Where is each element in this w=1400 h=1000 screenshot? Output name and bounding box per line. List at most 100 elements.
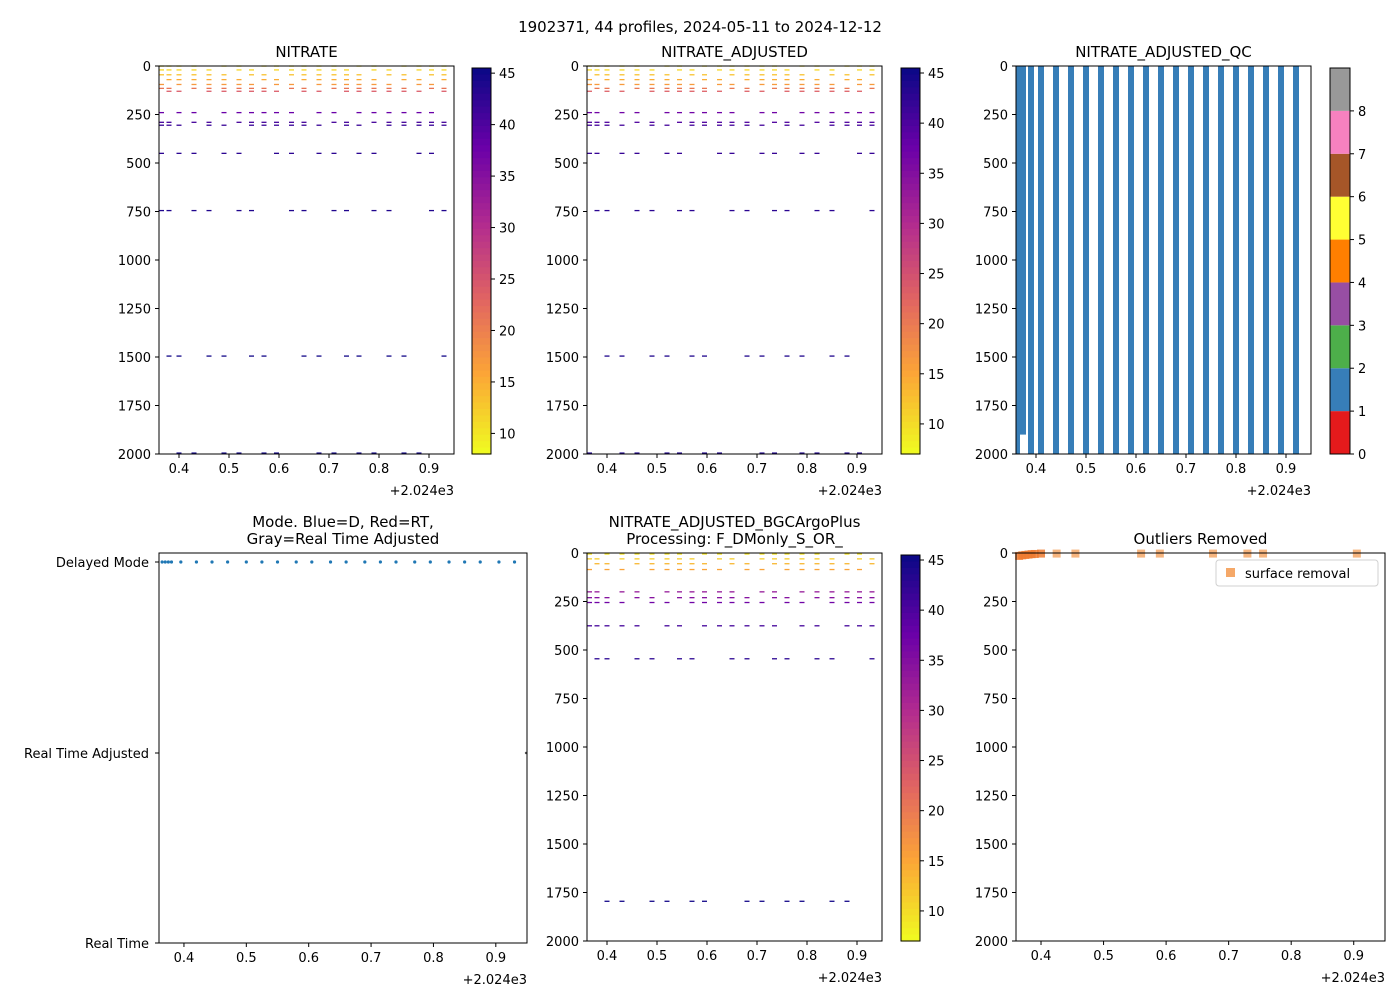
profile-mark <box>844 601 850 604</box>
profile-mark <box>729 601 735 604</box>
colorbar-tick-label: 25 <box>928 755 945 770</box>
profile-mark <box>274 90 279 92</box>
profile-mark <box>664 625 670 627</box>
profile-mark <box>604 601 610 604</box>
y-tick-label: 0 <box>1000 547 1008 562</box>
axes-frame <box>1015 552 1386 942</box>
profile-mark <box>649 124 655 126</box>
profile-mark <box>744 563 750 565</box>
y-tick-label: 1500 <box>546 838 579 853</box>
y-tick-label: 750 <box>554 206 579 221</box>
profile-mark <box>634 625 640 627</box>
colorbar-segment <box>472 145 491 153</box>
profile-mark <box>356 452 362 454</box>
profile-mark <box>274 452 279 454</box>
profile-mark <box>594 601 600 604</box>
profile-mark <box>386 90 392 92</box>
qc-bar <box>1233 66 1239 454</box>
profile-mark <box>829 355 835 357</box>
colorbar-segment <box>901 119 920 127</box>
colorbar-segment <box>901 902 920 910</box>
profile-mark <box>236 78 242 81</box>
profile-mark <box>829 558 835 560</box>
colorbar-tick-label: 20 <box>499 324 516 339</box>
colorbar-segment <box>472 396 491 404</box>
profile-mark <box>236 69 242 71</box>
profile-mark <box>772 591 777 593</box>
colorbar-segment <box>472 376 491 384</box>
colorbar-segment <box>901 793 920 801</box>
colorbar-tick-label: 25 <box>499 273 516 288</box>
profile-mark <box>702 355 707 357</box>
profile-mark <box>249 124 254 126</box>
x-tick-label: 0.8 <box>423 951 444 966</box>
profile-mark <box>604 69 610 71</box>
delayed-mode-point <box>160 560 164 564</box>
profile-mark <box>729 152 735 154</box>
colorbar-segment <box>901 722 920 730</box>
colorbar-segment <box>901 818 920 826</box>
profile-mark <box>664 900 670 902</box>
profile-mark <box>857 558 862 560</box>
profile-mark <box>702 591 707 593</box>
profile-mark <box>331 87 337 90</box>
colorbar-segment <box>901 741 920 749</box>
profile-mark <box>634 209 640 212</box>
colorbar-segment <box>901 625 920 633</box>
profile-mark <box>689 121 695 123</box>
colorbar-segment <box>472 138 491 146</box>
profile-mark <box>772 69 777 71</box>
profile-mark <box>344 124 349 126</box>
colorbar-segment <box>901 93 920 101</box>
profile-mark <box>594 625 600 627</box>
colorbar-segment <box>901 805 920 813</box>
profile-mark <box>289 152 294 154</box>
profile-mark <box>717 83 722 86</box>
colorbar-segment <box>901 870 920 878</box>
colorbar-segment <box>901 318 920 326</box>
profile-mark <box>664 152 670 154</box>
profile-mark <box>717 597 722 599</box>
x-tick-label: 0.8 <box>1281 949 1302 964</box>
profile-mark <box>356 74 362 76</box>
profile-mark <box>869 121 875 123</box>
colorbar-tick-label: 45 <box>928 67 945 82</box>
profile-mark <box>274 124 279 126</box>
y-tick-label: 250 <box>983 109 1008 124</box>
profile-mark <box>857 601 862 604</box>
profile-mark <box>166 124 172 126</box>
profile-mark <box>729 83 735 86</box>
profile-mark <box>587 597 592 599</box>
profile-mark <box>677 83 682 86</box>
profile-mark <box>634 597 640 599</box>
profile-mark <box>604 658 610 660</box>
colorbar-segment <box>901 312 920 320</box>
panel-title: NITRATE_ADJUSTED_QC <box>1075 43 1252 62</box>
profile-mark <box>772 83 777 86</box>
qc-bar <box>1068 66 1074 454</box>
profile-mark <box>784 90 790 92</box>
qc-bar <box>1143 66 1149 454</box>
delayed-mode-point <box>163 560 167 564</box>
profile-mark <box>759 558 765 560</box>
profile-mark <box>386 74 392 76</box>
colorbar-segment <box>901 222 920 230</box>
profile-mark <box>206 78 212 81</box>
profile-mark <box>416 90 422 92</box>
x-tick-label: 0.4 <box>1031 949 1052 964</box>
y-tick-label: 1250 <box>975 790 1008 805</box>
y-tick-label: 0 <box>143 60 151 75</box>
colorbar-segment <box>901 389 920 397</box>
profile-mark <box>316 111 322 114</box>
colorbar-segment <box>901 138 920 146</box>
colorbar-segment <box>901 838 920 846</box>
profile-mark <box>729 121 735 123</box>
profile-mark <box>689 74 695 76</box>
colorbar-segment <box>901 612 920 620</box>
x-tick-label: 0.9 <box>419 462 440 477</box>
colorbar-segment <box>901 606 920 614</box>
x-tick-label: 0.9 <box>847 949 868 964</box>
profile-mark <box>702 111 707 114</box>
x-tick-label: 0.8 <box>369 462 390 477</box>
profile-mark <box>857 568 862 571</box>
